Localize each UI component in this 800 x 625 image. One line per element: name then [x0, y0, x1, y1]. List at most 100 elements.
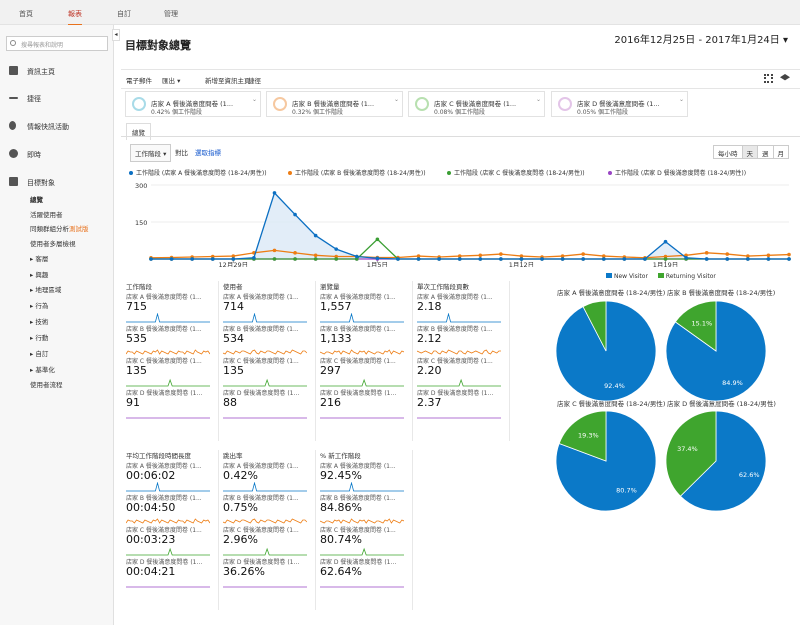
sidebar-sub-benchmarking[interactable]: ▸ 基準化 — [30, 366, 55, 374]
sidebar-sub-demographics[interactable]: ▸ 客層 — [30, 255, 49, 263]
series-point[interactable] — [169, 257, 174, 261]
series-point[interactable] — [293, 212, 297, 217]
series-point[interactable] — [334, 254, 339, 259]
series-point[interactable] — [375, 237, 380, 242]
sidebar-sub-cohort[interactable]: 同類群組分析測試版 — [30, 225, 89, 233]
series-point[interactable] — [684, 255, 688, 260]
series-point[interactable] — [622, 257, 627, 261]
series-point[interactable] — [293, 257, 297, 261]
series-point[interactable] — [519, 254, 524, 258]
metric-card[interactable]: 跳出率 店家 A 餐後滿意度問卷 (1... 0.42% 店家 B 餐後滿意度問卷 (… — [223, 450, 316, 610]
chevron-down-icon[interactable]: ⌄ — [535, 96, 541, 103]
series-point[interactable] — [396, 257, 400, 261]
sidebar-sub-overview[interactable]: 總覽 — [30, 196, 43, 204]
sidebar-sub-behavior[interactable]: ▸ 行為 — [30, 302, 49, 310]
series-point[interactable] — [601, 254, 606, 258]
nav-reports[interactable]: 報表 — [68, 9, 82, 26]
sidebar-sub-user-explorer[interactable]: 使用者多層檢視 — [30, 240, 76, 248]
series-point[interactable] — [457, 254, 462, 258]
series-point[interactable] — [581, 252, 585, 256]
series-point[interactable] — [560, 257, 565, 261]
series-point[interactable] — [746, 254, 750, 258]
pie-slice[interactable] — [555, 410, 657, 512]
sidebar-sub-users-flow[interactable]: 使用者流程 — [30, 381, 63, 389]
series-point[interactable] — [231, 254, 236, 258]
chevron-down-icon[interactable]: ⌄ — [251, 96, 257, 103]
segment-card-a[interactable]: 店家 A 餐後滿意度問卷 (1... 0.42% 個工作階段 ⌄ — [125, 91, 261, 117]
series-point[interactable] — [499, 257, 503, 261]
series-point[interactable] — [478, 253, 483, 258]
series-point[interactable] — [272, 257, 277, 261]
series-point[interactable] — [210, 257, 215, 261]
series-point[interactable] — [766, 257, 771, 261]
granularity-week[interactable]: 週 — [757, 146, 773, 158]
granularity-hourly[interactable]: 每小時 — [714, 146, 742, 158]
sidebar-sub-active-users[interactable]: 活躍使用者 — [30, 211, 63, 219]
pie-slice[interactable] — [665, 410, 717, 497]
granularity-month[interactable]: 月 — [772, 146, 788, 158]
metric-card[interactable]: 單次工作階段頁數 店家 A 餐後滿意度問卷 (1... 2.18 店家 B 餐後滿意度… — [417, 281, 510, 441]
series-point[interactable] — [787, 257, 791, 261]
series-point[interactable] — [272, 248, 277, 253]
series-point[interactable] — [293, 251, 297, 255]
education-hat-icon[interactable] — [780, 74, 790, 81]
series-point[interactable] — [643, 257, 647, 261]
segment-card-d[interactable]: 店家 D 餐後滿意度問卷 (1... 0.05% 個工作階段 ⌄ — [551, 91, 688, 117]
series-point[interactable] — [355, 257, 359, 261]
series-point[interactable] — [766, 253, 771, 258]
series-point[interactable] — [252, 255, 256, 260]
pie-slice[interactable] — [558, 410, 607, 462]
series-point[interactable] — [746, 257, 750, 261]
series-point[interactable] — [355, 254, 359, 259]
segment-card-b[interactable]: 店家 B 餐後滿意度問卷 (1... 0.32% 個工作階段 ⌄ — [266, 91, 403, 117]
series-point[interactable] — [457, 257, 462, 261]
shortcut-button[interactable]: 捷徑 — [248, 77, 261, 85]
series-point[interactable] — [231, 257, 236, 261]
sidebar-sub-technology[interactable]: ▸ 技術 — [30, 318, 49, 326]
segment-card-c[interactable]: 店家 C 餐後滿意度問卷 (1... 0.08% 個工作階段 ⌄ — [408, 91, 545, 117]
series-point[interactable] — [375, 256, 380, 261]
sidebar-sub-interests[interactable]: ▸ 興趣 — [30, 271, 49, 279]
chevron-down-icon[interactable]: ⌄ — [393, 96, 399, 103]
export-button[interactable]: 匯出 ▾ — [162, 77, 181, 85]
series-point[interactable] — [416, 254, 421, 258]
series-point[interactable] — [334, 257, 339, 261]
sidebar-sub-custom[interactable]: ▸ 自訂 — [30, 350, 49, 358]
series-point[interactable] — [704, 251, 709, 255]
nav-custom[interactable]: 自訂 — [117, 10, 131, 18]
series-point[interactable] — [313, 257, 318, 261]
series-point[interactable] — [581, 257, 585, 261]
pie-slice[interactable] — [674, 300, 717, 352]
tab-overview[interactable]: 總覽 — [126, 123, 151, 140]
pie-slice[interactable] — [582, 300, 607, 352]
series-point[interactable] — [560, 254, 565, 258]
metric-card[interactable]: 工作階段 店家 A 餐後滿意度問卷 (1... 715 店家 B 餐後滿意度問卷 (1… — [126, 281, 219, 441]
series-point[interactable] — [540, 257, 544, 261]
series-point[interactable] — [704, 257, 709, 261]
series-point[interactable] — [334, 247, 339, 251]
series-point[interactable] — [210, 254, 215, 259]
series-point[interactable] — [725, 257, 730, 261]
granularity-day[interactable]: 天 — [741, 146, 757, 158]
series-point[interactable] — [499, 252, 503, 256]
metric-card[interactable]: % 新工作階段 店家 A 餐後滿意度問卷 (1... 92.45% 店家 B 餐後滿意… — [320, 450, 413, 610]
series-point[interactable] — [601, 257, 606, 261]
nav-home[interactable]: 首頁 — [19, 10, 33, 18]
sidebar-sub-mobile[interactable]: ▸ 行動 — [30, 334, 49, 342]
series-point[interactable] — [684, 253, 688, 258]
series-point[interactable] — [787, 252, 791, 257]
customize-grid-icon[interactable] — [764, 74, 773, 83]
series-point[interactable] — [725, 252, 730, 256]
series-point[interactable] — [663, 257, 668, 261]
series-point[interactable] — [313, 253, 318, 258]
series-point[interactable] — [663, 254, 668, 259]
series-point[interactable] — [437, 257, 441, 261]
add-to-dashboard-button[interactable]: 新增至資訊主頁 — [205, 77, 251, 85]
search-input[interactable]: 搜尋報表和說明 — [6, 36, 108, 51]
nav-admin[interactable]: 管理 — [164, 10, 178, 18]
metric-card[interactable]: 瀏覽量 店家 A 餐後滿意度問卷 (1... 1,557 店家 B 餐後滿意度問卷 (… — [320, 281, 413, 441]
date-range-picker[interactable]: 2016年12月25日 - 2017年1月24日 ▾ — [614, 35, 788, 46]
series-point[interactable] — [478, 257, 483, 261]
series-point[interactable] — [663, 239, 668, 244]
series-point[interactable] — [272, 191, 277, 195]
